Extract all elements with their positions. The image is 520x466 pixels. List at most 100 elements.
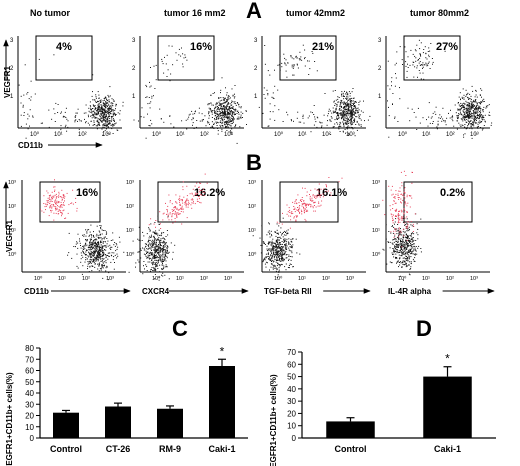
panel-a-xtick-label: 10⁰ <box>274 131 284 138</box>
panel-c-ytick-label: 60 <box>25 367 34 376</box>
panel-d-ytick-label: 70 <box>287 348 296 357</box>
panel-a-plot-title: No tumor <box>30 8 70 18</box>
panel-b-ytick-label: 10⁰ <box>248 251 257 258</box>
panel-a-dot-cloud <box>385 39 493 139</box>
panel-b-ylabel: VEGFR1 <box>5 219 14 252</box>
panel-b-ytick-label: 10¹ <box>372 228 380 234</box>
panel-b-ytick-label: 10³ <box>372 180 380 186</box>
panel-a-xtick-label: 10³ <box>346 132 355 138</box>
panel-b-xtick-label: 10³ <box>470 276 478 282</box>
panel-a-gate-percent: 16% <box>190 41 212 53</box>
panel-a-ytick-label: 2 <box>132 66 136 72</box>
panel-a-xtick-label: 10¹ <box>54 132 63 138</box>
panel-label-b: B <box>246 150 262 175</box>
panel-a-ylabel: VEGFR1 <box>3 65 12 98</box>
panel-c-ytick-label: 10 <box>25 423 34 432</box>
panel-b-xtick-label: 10² <box>322 276 330 282</box>
panel-c-ylabel: VEGFR1+CD11b+ cells(%) <box>5 372 14 466</box>
panel-c-significance-marker: * <box>220 344 225 358</box>
panel-b-dot-cloud <box>132 173 208 281</box>
panel-a-xtick-label: 10⁰ <box>152 131 162 138</box>
panel-d-category-label: Caki-1 <box>434 444 461 454</box>
panel-a-ytick-label: 2 <box>10 66 14 72</box>
panel-a-gate-box <box>35 35 93 81</box>
panel-b-xlabel: CD11b <box>24 287 49 296</box>
panel-label-a: A <box>246 0 262 23</box>
panel-a-ytick-label: 3 <box>132 38 136 44</box>
panel-b-ytick-label: 10⁰ <box>372 251 381 258</box>
panel-d-bar <box>326 421 375 438</box>
panel-a-xtick-label: 10² <box>322 132 331 138</box>
panel-a-xtick-label: 10³ <box>102 132 111 138</box>
panel-b-xtick-label: 10¹ <box>422 276 430 282</box>
panel-c-ytick-label: 30 <box>25 400 34 409</box>
panel-a-ytick-label: 3 <box>378 38 382 44</box>
panel-a-xtick-label: 10³ <box>224 132 233 138</box>
panel-a-ytick-label: 1 <box>132 94 136 100</box>
panel-b-gate-percent: 16.2% <box>194 187 225 199</box>
panel-b-gate-percent: 16.1% <box>316 187 347 199</box>
panel-a-plot-title: tumor 16 mm2 <box>164 8 226 18</box>
panel-b-xtick-label: 10² <box>82 276 90 282</box>
panel-b-gate-box <box>403 181 473 223</box>
panel-a-gate-percent: 4% <box>56 41 72 53</box>
panel-a-ytick-label: 1 <box>10 94 14 100</box>
panel-c-bar <box>157 408 183 438</box>
panel-d-ytick-label: 20 <box>287 409 296 418</box>
panel-c-ytick-label: 80 <box>25 344 34 353</box>
panel-a-xtick-label: 10⁰ <box>398 131 408 138</box>
panel-a-dot-cloud <box>18 54 124 139</box>
panel-a-xtick-label: 10³ <box>470 132 479 138</box>
panel-d-bar <box>423 376 472 438</box>
panel-a-dot-cloud <box>258 44 371 137</box>
panel-c-bar <box>53 412 79 438</box>
panel-b-gate-box <box>157 181 219 223</box>
panel-a-gate-percent: 27% <box>436 41 458 53</box>
panel-d-ytick-label: 60 <box>287 360 296 369</box>
panel-a-xtick-label: 10¹ <box>176 132 185 138</box>
panel-d-ytick-label: 50 <box>287 373 296 382</box>
panel-c-category-label: RM-9 <box>159 444 181 454</box>
panel-b-xtick-label: 10¹ <box>298 276 306 282</box>
panel-b-ytick-label: 10² <box>248 204 256 210</box>
panel-b-ytick-label: 10¹ <box>126 228 134 234</box>
panel-label-c: C <box>172 316 188 341</box>
panel-b-xtick-label: 10¹ <box>176 276 184 282</box>
panel-a-xtick-label: 10¹ <box>422 132 431 138</box>
panel-b-xlabel: CXCR4 <box>142 287 170 296</box>
panel-d-ytick-label: 40 <box>287 385 296 394</box>
panel-a-ytick-label: 1 <box>378 94 382 100</box>
panel-d-ytick-label: 0 <box>292 434 297 443</box>
panel-b-ytick-label: 10⁰ <box>8 251 17 258</box>
panel-c-category-label: Caki-1 <box>208 444 235 454</box>
panel-b-ytick-label: 10² <box>126 204 134 210</box>
panel-d-ylabel: VEGFR1+CD11b+ cells(%) <box>269 374 278 466</box>
panel-d-ytick-label: 10 <box>287 422 296 431</box>
panel-c-ytick-label: 50 <box>25 378 34 387</box>
panel-a-gate-box <box>157 35 215 81</box>
panel-b-ytick-label: 10⁰ <box>126 251 135 258</box>
panel-label-d: D <box>416 316 432 341</box>
panel-b-xtick-label: 10⁰ <box>274 275 283 282</box>
panel-d-significance-marker: * <box>445 352 450 366</box>
panel-c-bar <box>209 366 235 438</box>
panel-c-category-label: Control <box>50 444 82 454</box>
panel-b-xtick-label: 10² <box>446 276 454 282</box>
panel-b-xlabel: IL-4R alpha <box>388 287 432 296</box>
panel-a-plot-title: tumor 42mm2 <box>286 8 345 18</box>
panel-b-ytick-label: 10² <box>8 204 16 210</box>
panel-b-ytick-label: 10¹ <box>248 228 256 234</box>
panel-a-ytick-label: 1 <box>254 94 258 100</box>
panel-a-ytick-label: 3 <box>10 38 14 44</box>
panel-b-ytick-label: 10² <box>372 204 380 210</box>
panel-a-xtick-label: 10² <box>78 132 87 138</box>
panel-b-dot-cloud <box>40 179 130 281</box>
panel-a-xtick-label: 10⁰ <box>30 131 40 138</box>
panel-a-xtick-label: 10² <box>446 132 455 138</box>
panel-b-xtick-label: 10³ <box>224 276 232 282</box>
panel-b-gate-box <box>39 181 101 223</box>
panel-b-xtick-label: 10⁰ <box>152 275 161 282</box>
panel-a-ytick-label: 2 <box>378 66 382 72</box>
panel-a-xtick-label: 10¹ <box>298 132 307 138</box>
